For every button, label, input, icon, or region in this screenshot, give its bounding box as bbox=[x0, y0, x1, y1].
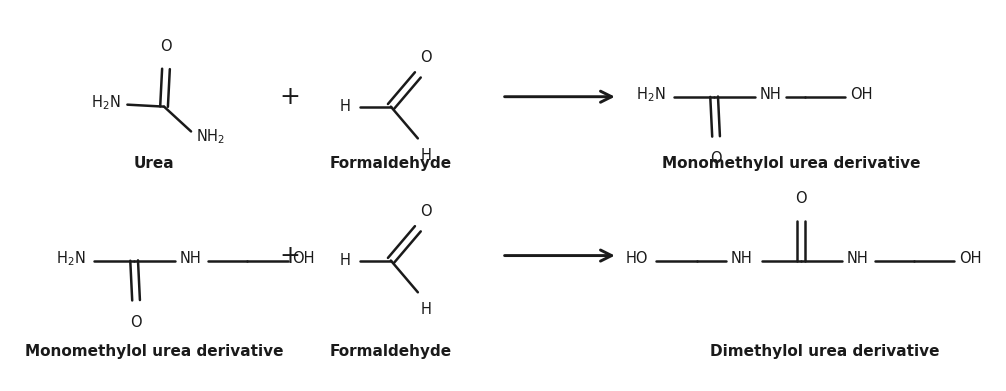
Text: NH: NH bbox=[179, 251, 201, 266]
Text: Monomethylol urea derivative: Monomethylol urea derivative bbox=[25, 344, 284, 359]
Text: O: O bbox=[130, 315, 142, 330]
Text: Formaldehyde: Formaldehyde bbox=[330, 156, 452, 171]
Text: NH$_2$: NH$_2$ bbox=[196, 127, 225, 146]
Text: Urea: Urea bbox=[134, 156, 175, 171]
Text: OH: OH bbox=[960, 251, 982, 266]
Text: O: O bbox=[420, 204, 432, 219]
Text: NH: NH bbox=[846, 251, 868, 266]
Text: O: O bbox=[420, 50, 432, 65]
Text: Dimethylol urea derivative: Dimethylol urea derivative bbox=[710, 344, 940, 359]
Text: Formaldehyde: Formaldehyde bbox=[330, 344, 452, 359]
Text: H$_2$N: H$_2$N bbox=[637, 85, 666, 104]
Text: OH: OH bbox=[850, 87, 872, 102]
Text: H: H bbox=[339, 253, 350, 268]
Text: O: O bbox=[795, 191, 807, 206]
Text: Monomethylol urea derivative: Monomethylol urea derivative bbox=[662, 156, 920, 171]
Text: +: + bbox=[279, 85, 300, 109]
Text: H: H bbox=[421, 148, 431, 163]
Text: H: H bbox=[339, 99, 350, 114]
Text: O: O bbox=[710, 151, 722, 166]
Text: H: H bbox=[421, 302, 431, 317]
Text: OH: OH bbox=[293, 251, 315, 266]
Text: HO: HO bbox=[626, 251, 649, 266]
Text: NH: NH bbox=[760, 87, 782, 102]
Text: +: + bbox=[279, 244, 300, 267]
Text: O: O bbox=[160, 39, 172, 54]
Text: H$_2$N: H$_2$N bbox=[56, 249, 86, 268]
Text: NH: NH bbox=[730, 251, 752, 266]
Text: H$_2$N: H$_2$N bbox=[92, 93, 121, 112]
